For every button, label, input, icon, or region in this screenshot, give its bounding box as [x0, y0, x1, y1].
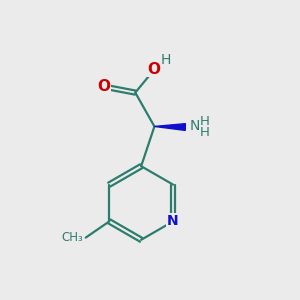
Text: O: O — [148, 61, 160, 76]
Text: N: N — [167, 214, 179, 228]
Text: H: H — [200, 115, 210, 128]
Text: O: O — [97, 79, 110, 94]
Text: N: N — [190, 119, 200, 134]
Polygon shape — [154, 124, 185, 130]
Text: H: H — [161, 53, 171, 67]
Text: CH₃: CH₃ — [61, 231, 83, 244]
Text: H: H — [200, 126, 210, 140]
